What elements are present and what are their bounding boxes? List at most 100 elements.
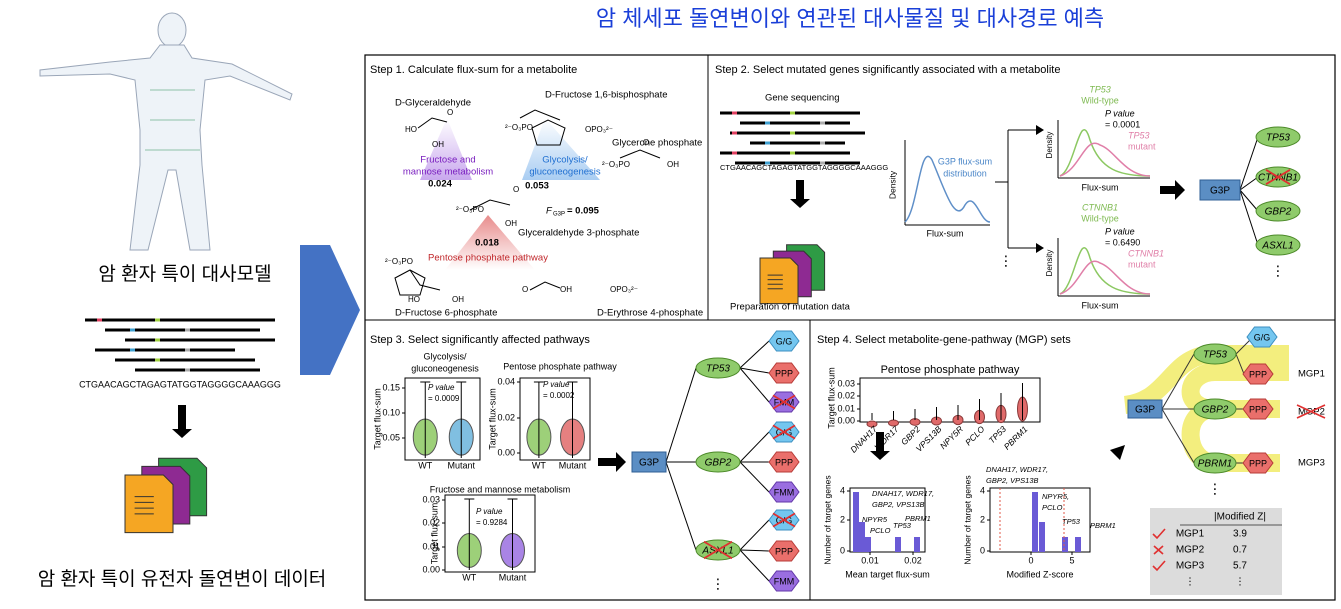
connector — [1296, 404, 1326, 419]
chem-label: ²⁻O₃PO — [505, 123, 533, 132]
connector — [739, 461, 770, 493]
table-cell: ⋮ — [1185, 577, 1195, 588]
gene-label: TP53 — [706, 364, 730, 375]
step-title: Step 3. Select significantly affected pa… — [370, 334, 590, 346]
y-tick-label: 0.01 — [422, 541, 440, 551]
bond — [529, 281, 561, 291]
chem-label: O — [447, 108, 453, 117]
connector — [772, 512, 796, 528]
check-mark — [1152, 528, 1166, 540]
label: = 0.0001 — [1105, 119, 1140, 129]
step1-label: D-Fructose 6-phosphate — [395, 308, 497, 319]
chem-label: O — [522, 285, 528, 294]
step-title: Step 4. Select metabolite-gene-pathway (… — [817, 334, 1071, 346]
pathway-node — [768, 481, 800, 503]
step1-label: D-Fructose 1,6-bisphosphate — [545, 90, 668, 101]
connector — [703, 540, 733, 560]
table-cell: ⋮ — [1235, 577, 1245, 588]
chem-label: OH — [667, 160, 679, 169]
label: PBRM1 — [1090, 521, 1116, 530]
arrow — [876, 432, 884, 452]
y-tick-label: 0.01 — [837, 403, 855, 413]
label: GBP2, VPS13B — [986, 476, 1039, 485]
chem-label: HO — [408, 295, 420, 304]
table-cell: 3.9 — [1233, 529, 1247, 540]
chem-label: O — [643, 138, 649, 147]
label: CTNNB1 — [1128, 248, 1164, 258]
step1-label: 0.018 — [475, 238, 499, 249]
label: Modified Z-score — [1006, 569, 1073, 579]
y-tick-label: 0.02 — [837, 390, 855, 400]
label: P value — [543, 380, 570, 389]
arrow — [1160, 186, 1176, 194]
y-tick-label: 0.05 — [382, 432, 400, 442]
label: Target flux-sum — [429, 503, 439, 565]
document — [124, 474, 174, 534]
table-cell: MGP3 — [1176, 561, 1205, 572]
y-tick-label: 0 — [980, 545, 985, 555]
label: Target flux-sum — [487, 388, 497, 450]
label: Pentose phosphate pathway — [881, 364, 1020, 376]
ellipsis: ⋮ — [1208, 481, 1222, 497]
density-curve — [1059, 260, 1151, 295]
pathway-node — [1246, 326, 1278, 348]
density-curve — [1059, 142, 1151, 177]
metabolite-node — [1127, 399, 1163, 419]
y-tick-label: 2 — [840, 514, 845, 524]
table-box — [1150, 508, 1282, 595]
y-tick-label: 0.00 — [422, 564, 440, 574]
check-mark — [1152, 560, 1166, 572]
label: Target flux-sum — [826, 367, 836, 429]
step-title: Step 2. Select mutated genes significant… — [715, 64, 1060, 76]
y-tick-label: 0.10 — [382, 407, 400, 417]
gene-node — [1255, 234, 1301, 256]
pathway-label: PPP — [1249, 404, 1267, 414]
document — [759, 257, 799, 305]
plot-frame — [404, 377, 481, 461]
gene-label: PBRM1 — [1198, 459, 1232, 470]
chem-label: HO — [405, 125, 417, 134]
connector — [1235, 339, 1251, 355]
gene-node — [695, 451, 741, 473]
x-tick-label: Mutant — [559, 460, 587, 470]
plot-frame — [859, 377, 1041, 423]
chem-label: OH — [452, 295, 464, 304]
metabolite-label: G3P — [1135, 405, 1155, 416]
connector — [739, 549, 770, 582]
hist-bar — [853, 492, 859, 552]
gene-label: GBP2 — [1265, 207, 1292, 218]
y-tick-label: 2 — [980, 514, 985, 524]
pathway-label: PPP — [775, 457, 793, 467]
metabolite-label: G3P — [639, 458, 659, 469]
pathway-node — [1242, 398, 1274, 420]
label: Flux-sum — [1081, 300, 1118, 310]
label: GBP2, VPS13B — [872, 500, 925, 509]
hist-bar — [1032, 492, 1038, 552]
y-tick-label: 0.03 — [837, 378, 855, 388]
arrow — [172, 429, 192, 438]
metabolite-node — [1199, 179, 1241, 201]
label: Density — [1045, 132, 1054, 159]
violin — [866, 420, 878, 428]
pathway-label: G/G — [776, 336, 793, 346]
label: Fructose and mannose metabolism — [430, 484, 571, 494]
bond — [619, 149, 661, 159]
x-tick-label: 0.01 — [861, 555, 879, 565]
y-tick-label: 4 — [980, 485, 985, 495]
step1-label: Glycolysis/ — [542, 155, 588, 166]
y-tick-label: 0 — [840, 545, 845, 555]
x-tick-label: PCLO — [963, 424, 987, 448]
step1-label: D-Glyceraldehyde — [395, 98, 471, 109]
label: P value — [1105, 108, 1135, 118]
hist-bar — [859, 522, 865, 552]
gene-label: CTNNB1 — [1258, 173, 1298, 184]
plot-frame — [444, 494, 536, 573]
label: = 0.6490 — [1105, 237, 1140, 247]
label: NPYR5, — [1042, 492, 1069, 501]
label: G3P flux-sum — [938, 156, 992, 166]
step1-label: Glycerone phosphate — [612, 138, 702, 149]
density-curve — [1059, 247, 1151, 295]
arrow — [1036, 125, 1044, 135]
connector — [772, 424, 796, 440]
